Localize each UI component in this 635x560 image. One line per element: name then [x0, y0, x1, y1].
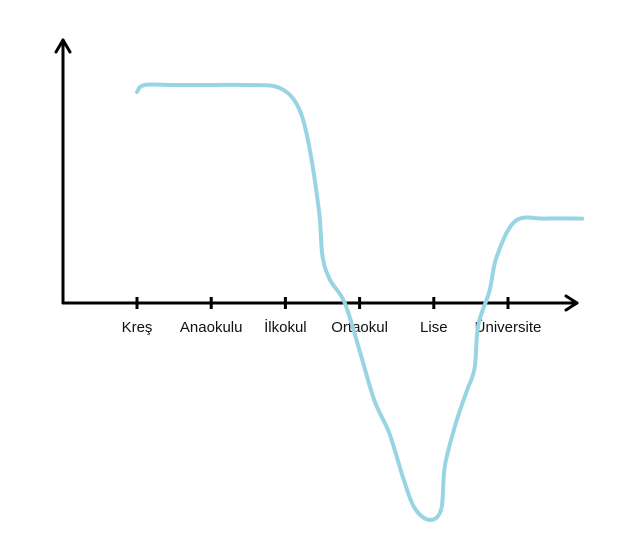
series-group: [135, 82, 585, 522]
x-tick-label: Ortaokul: [331, 319, 388, 336]
x-ticks: [135, 297, 510, 309]
x-tick-label: Anaokulu: [180, 319, 243, 336]
series-line: [135, 82, 585, 522]
y-axis-arrow-icon: [54, 38, 72, 54]
axes: [54, 38, 579, 312]
x-tick-label: Kreş: [122, 319, 153, 336]
x-tick-label: Lise: [420, 319, 448, 336]
x-tick-label: Üniversite: [475, 318, 542, 336]
x-axis-arrow-icon: [564, 294, 579, 312]
x-tick-label: İlkokul: [264, 318, 307, 336]
x-tick-labels: Kreş Anaokulu İlkokul Ortaokul Lise Üniversit…: [122, 318, 542, 336]
